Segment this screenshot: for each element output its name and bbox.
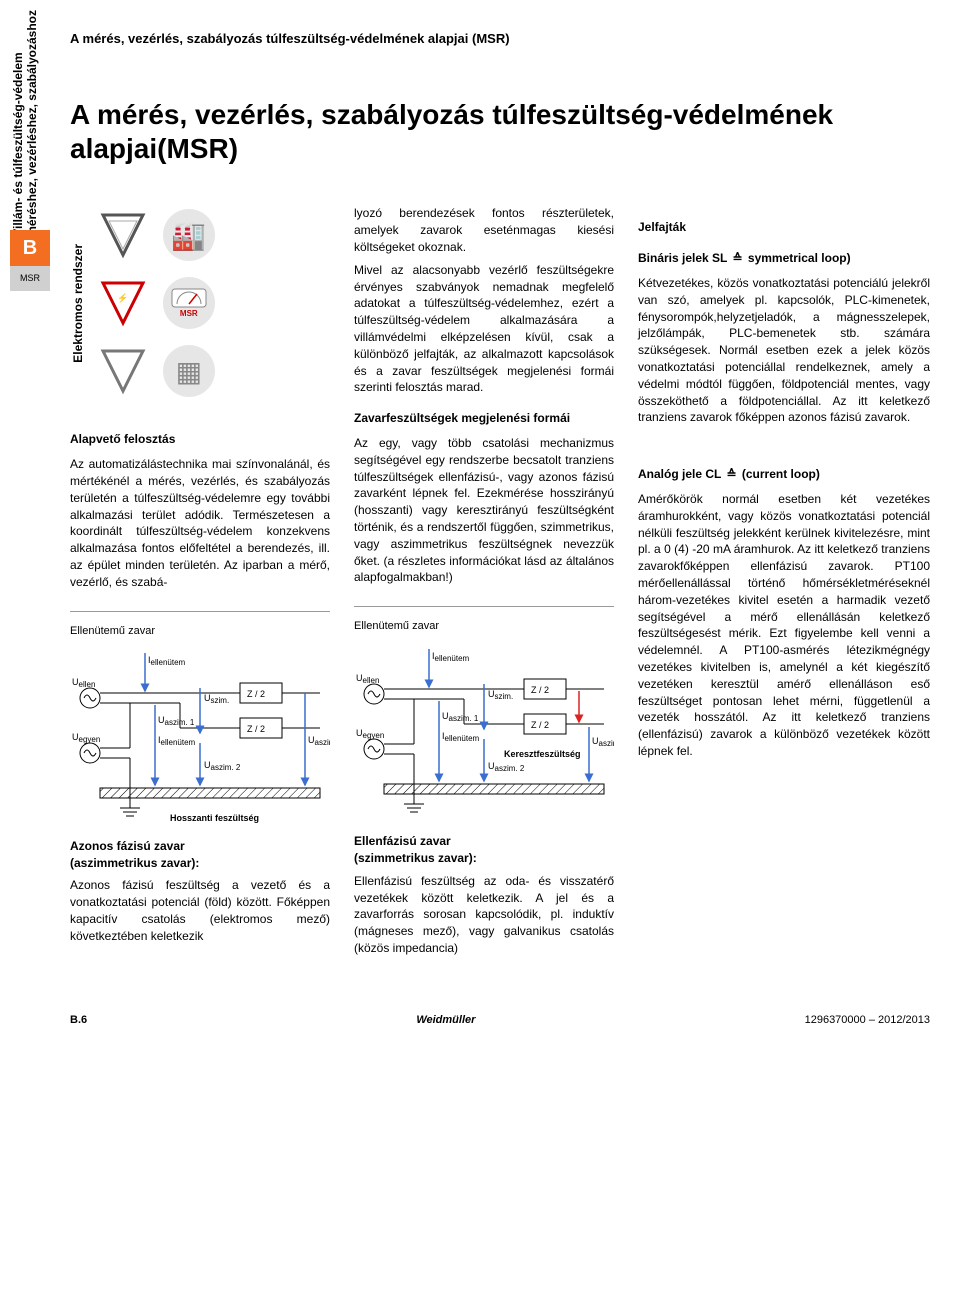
icon-grid: 🏭 ⚡ MSR (93, 205, 330, 401)
i-ellen-label: Iellenütem (432, 651, 470, 663)
column-1: Elektromos rendszer 🏭 ⚡ (70, 205, 330, 950)
body-text: Az egy, vagy több csatolási mechanizmus … (354, 435, 614, 586)
section-badge-icon: MSR (10, 266, 50, 291)
u-szim-label: Uszim. (204, 693, 229, 705)
icon-row: ⚡ MSR (93, 273, 330, 333)
section-heading: Jelfajták (638, 219, 930, 236)
circuit-diagram-2: Uellen Uegyen Z / 2 Z / 2 (354, 639, 614, 819)
section-heading: Bináris jelek SL symmetrical loop) (638, 250, 930, 267)
icon-row: 🏭 (93, 205, 330, 265)
section-badge: B MSR (10, 230, 50, 291)
u-egyen-label: Uegyen (356, 728, 384, 740)
heading-post: (current loop) (739, 467, 820, 481)
section-badge-letter: B (10, 230, 50, 266)
u-aszim1-label: Uaszim. 1 (442, 711, 479, 723)
triangleq-icon (731, 251, 745, 265)
section-heading: Analóg jele CL (current loop) (638, 466, 930, 483)
long-voltage-label: Hosszanti feszültség (170, 813, 259, 823)
cross-voltage-label: Keresztfeszültség (504, 749, 581, 759)
heading-pre: Analóg jele CL (638, 467, 724, 481)
i-ellen-label: Iellenütem (442, 731, 480, 743)
diagram-asymmetric: Ellenütemű zavar Uellen Uegyen (70, 611, 330, 945)
diagram-symmetric: Ellenütemű zavar Uellen Uegyen (354, 606, 614, 957)
section-heading: Zavarfeszültségek megjelenési formái (354, 410, 614, 427)
body-text: lyozó berendezések fontos részterületek,… (354, 205, 614, 255)
side-tab-line2: méréshez, vezérléshez, szabályozáshoz (25, 10, 39, 237)
circuit-diagram-1: Uellen Uegyen Z / 2 Z / 2 (70, 643, 330, 823)
side-tab-line1: Villám- és túlfeszültség-védelem (11, 52, 25, 237)
diagram-caption-sub: (aszimmetrikus zavar): (70, 855, 330, 872)
u-ellen-label: Uellen (72, 677, 95, 689)
heading-pre: Bináris jelek SL (638, 251, 731, 265)
section-heading: Alapvető felosztás (70, 431, 330, 448)
page-title: A mérés, vezérlés, szabályozás túlfeszül… (70, 98, 930, 165)
icon-strip: Elektromos rendszer 🏭 ⚡ (70, 205, 330, 401)
diagram-caption-sub: (szimmetrikus zavar): (354, 850, 614, 867)
z-label: Z / 2 (531, 685, 549, 695)
i-ellen-label: Iellenütem (148, 655, 186, 667)
triangle-alert-icon: ⚡ (93, 273, 153, 333)
columns: Elektromos rendszer 🏭 ⚡ (70, 205, 930, 963)
z-label: Z / 2 (531, 720, 549, 730)
page: Villám- és túlfeszültség-védelem méréshe… (0, 0, 960, 1058)
diagram-caption-head: Azonos fázisú zavar (70, 838, 330, 855)
icon-row: ▦ (93, 341, 330, 401)
body-text: Az automatizálástechnika mai színvonalán… (70, 456, 330, 590)
brand-name: Weidmüller (416, 1013, 475, 1028)
msr-meter-icon: MSR (159, 273, 219, 333)
u-egyen-label: Uegyen (72, 732, 100, 744)
u-aszim-label: Uaszim. (592, 736, 614, 748)
diagram-caption-head: Ellenfázisú zavar (354, 833, 614, 850)
column-3: Jelfajták Bináris jelek SL symmetrical l… (638, 205, 930, 765)
diagram-caption-text: Azonos fázisú feszültség a vezető és a v… (70, 877, 330, 944)
body-text: Amérőkörök normál esetben két vezetékes … (638, 491, 930, 760)
u-aszim1-label: Uaszim. 1 (158, 715, 195, 727)
heading-post: symmetrical loop) (745, 251, 851, 265)
u-szim-label: Uszim. (488, 689, 513, 701)
u-aszim2-label: Uaszim. 2 (204, 760, 241, 772)
body-text: Mivel az alacsonyabb vezérlő feszültsége… (354, 262, 614, 396)
running-header: A mérés, vezérlés, szabályozás túlfeszül… (70, 30, 930, 48)
icon-strip-label: Elektromos rendszer (70, 244, 87, 363)
z-label: Z / 2 (247, 724, 265, 734)
i-ellen-label: Iellenütem (158, 735, 196, 747)
triangle-icon (93, 341, 153, 401)
triangleq-icon (724, 467, 738, 481)
diagram-title: Ellenütemű zavar (70, 624, 330, 639)
svg-text:⚡: ⚡ (117, 292, 128, 304)
msr-label: MSR (180, 308, 198, 319)
u-aszim-label: Uaszim. (308, 735, 330, 747)
diagram-title: Ellenütemű zavar (354, 619, 614, 634)
footer-code: 1296370000 – 2012/2013 (805, 1013, 930, 1028)
plant-icon: 🏭 (159, 205, 219, 265)
column-2: lyozó berendezések fontos részterületek,… (354, 205, 614, 963)
chip-icon: ▦ (159, 341, 219, 401)
z-label: Z / 2 (247, 689, 265, 699)
diagram-caption-text: Ellenfázisú feszültség az oda- és vissza… (354, 873, 614, 957)
side-tab: Villám- és túlfeszültség-védelem méréshe… (12, 10, 40, 237)
u-ellen-label: Uellen (356, 673, 379, 685)
footer: B.6 Weidmüller 1296370000 – 2012/2013 (70, 1013, 930, 1028)
triangle-icon (93, 205, 153, 265)
body-text: Kétvezetékes, közös vonatkoztatási poten… (638, 275, 930, 426)
page-number: B.6 (70, 1013, 87, 1028)
u-aszim2-label: Uaszim. 2 (488, 761, 525, 773)
